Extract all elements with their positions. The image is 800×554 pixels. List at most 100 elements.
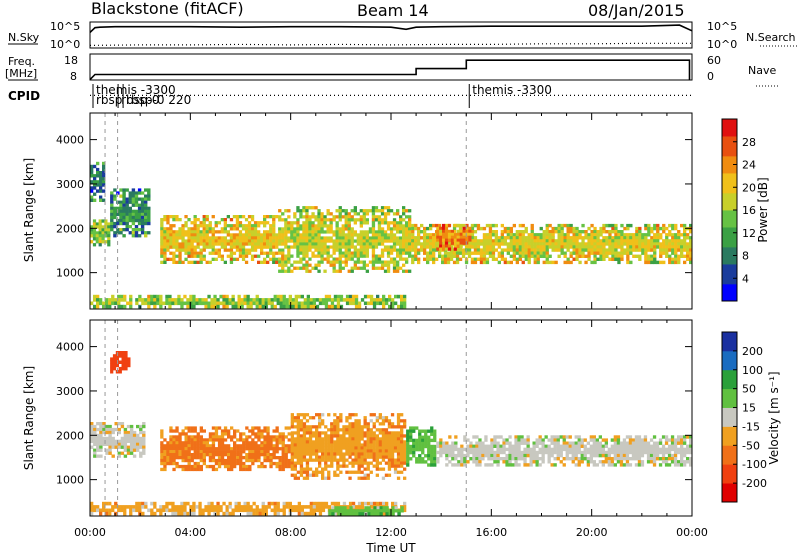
data-cell-band-4 [473,242,478,246]
data-cell-band-2 [339,446,343,450]
data-cell-band-1 [202,456,206,460]
data-cell-band-4 [533,236,537,240]
data-cell-band-3 [356,236,360,240]
data-cell-band-1 [233,456,237,460]
data-cell-band-4 [559,444,563,448]
data-cell-band-4 [590,223,594,228]
data-cell-band-4 [670,435,675,439]
data-cell-band-2 [202,257,206,261]
data-cell-band-1 [263,458,267,463]
data-cell-band-1 [137,218,142,223]
data-cell-band-1 [131,218,136,223]
data-cell-band-2 [296,434,300,438]
data-cell-band-5 [222,294,226,299]
data-cell-band-2 [229,239,234,243]
data-cell-band-4 [544,447,548,452]
data-cell-band-1 [172,447,176,451]
data-cell-band-2 [400,449,404,453]
data-cell-band-2 [220,239,224,243]
data-cell-band-4 [620,242,624,246]
data-cell-band-2 [348,428,352,432]
data-cell-band-4 [553,438,557,442]
data-cell-band-4 [551,260,555,265]
data-cell-band-7 [468,235,472,239]
data-cell-band-4 [680,435,684,439]
data-cell-band-2 [372,440,376,444]
data-cell-band-4 [599,248,603,252]
data-cell-band-3 [329,236,333,240]
data-cell-band-4 [689,245,693,249]
data-cell-band-3 [402,233,406,237]
data-cell-band-4 [554,239,558,243]
data-cell-band-3 [299,257,303,261]
data-cell-band-4 [611,254,615,258]
data-cell-band-3 [396,230,400,234]
data-cell-band-4 [626,257,630,261]
data-cell-band-2 [247,236,252,240]
data-cell-band-0 [107,243,111,247]
data-cell-band-2 [187,218,191,222]
data-cell-band-1 [248,464,252,469]
data-cell-band-3 [344,257,348,261]
data-cell-band-6 [93,177,97,181]
power-colorbar-segment [722,258,737,262]
data-cell-band-5 [294,301,298,306]
data-cell-band-1 [187,441,191,445]
data-cell-band-2 [351,425,355,429]
data-cell-band-3 [278,209,282,213]
freq-right-tick-top: 60 [707,54,721,67]
data-cell-band-1 [269,435,273,439]
data-cell-band-2 [311,449,316,453]
data-cell-band-5 [276,511,280,516]
data-cell-band-4 [650,242,654,246]
data-cell-band-4 [683,460,687,464]
data-cell-band-5 [312,304,316,309]
data-cell-band-4 [487,447,491,452]
data-cell-band-1 [187,467,191,472]
data-cell-band-4 [451,441,455,445]
data-cell-band-3 [402,239,406,243]
data-cell-band-3 [359,230,363,234]
data-cell-band-4 [457,463,461,467]
data-cell-band-4 [500,223,504,228]
data-cell-band-3 [353,233,357,237]
data-cell-band-5 [369,298,374,302]
data-cell-band-4 [569,254,573,258]
data-cell-band-2 [354,419,358,423]
data-cell-band-3 [421,447,425,452]
data-cell-band-3 [317,263,321,267]
data-cell-band-3 [299,266,303,270]
data-cell-band-4 [530,242,534,246]
data-cell-band-2 [202,242,206,246]
data-cell-band-4 [686,447,690,452]
data-cell-band-4 [478,453,482,458]
data-cell-band-4 [553,444,557,448]
data-cell-band-4 [432,254,436,258]
data-cell-band-2 [378,467,382,471]
data-cell-band-4 [670,447,675,452]
data-cell-band-5 [240,301,244,306]
data-cell-band-4 [429,233,433,237]
data-cell-band-2 [327,437,331,441]
data-cell-band-3 [359,242,363,246]
data-cell-band-5 [231,298,235,302]
data-cell-band-4 [512,236,516,240]
data-cell-band-1 [140,218,145,223]
data-cell-band-4 [635,233,639,237]
data-cell-band-2 [181,245,185,249]
data-cell-band-4 [556,457,560,461]
data-cell-band-2 [396,458,401,462]
data-cell-band-2 [321,443,325,447]
data-cell-band-1 [169,429,173,433]
data-cell-band-1 [166,456,170,460]
data-cell-band-5 [388,304,392,309]
data-cell-band-4 [587,254,591,258]
data-cell-band-3 [405,209,409,213]
data-cell-band-4 [592,447,596,452]
data-cell-band-3 [302,236,306,240]
data-cell-band-1 [217,458,222,463]
data-cell-band-4 [677,233,681,237]
data-cell-band-2 [357,464,361,468]
data-cell-band-2 [354,425,358,429]
